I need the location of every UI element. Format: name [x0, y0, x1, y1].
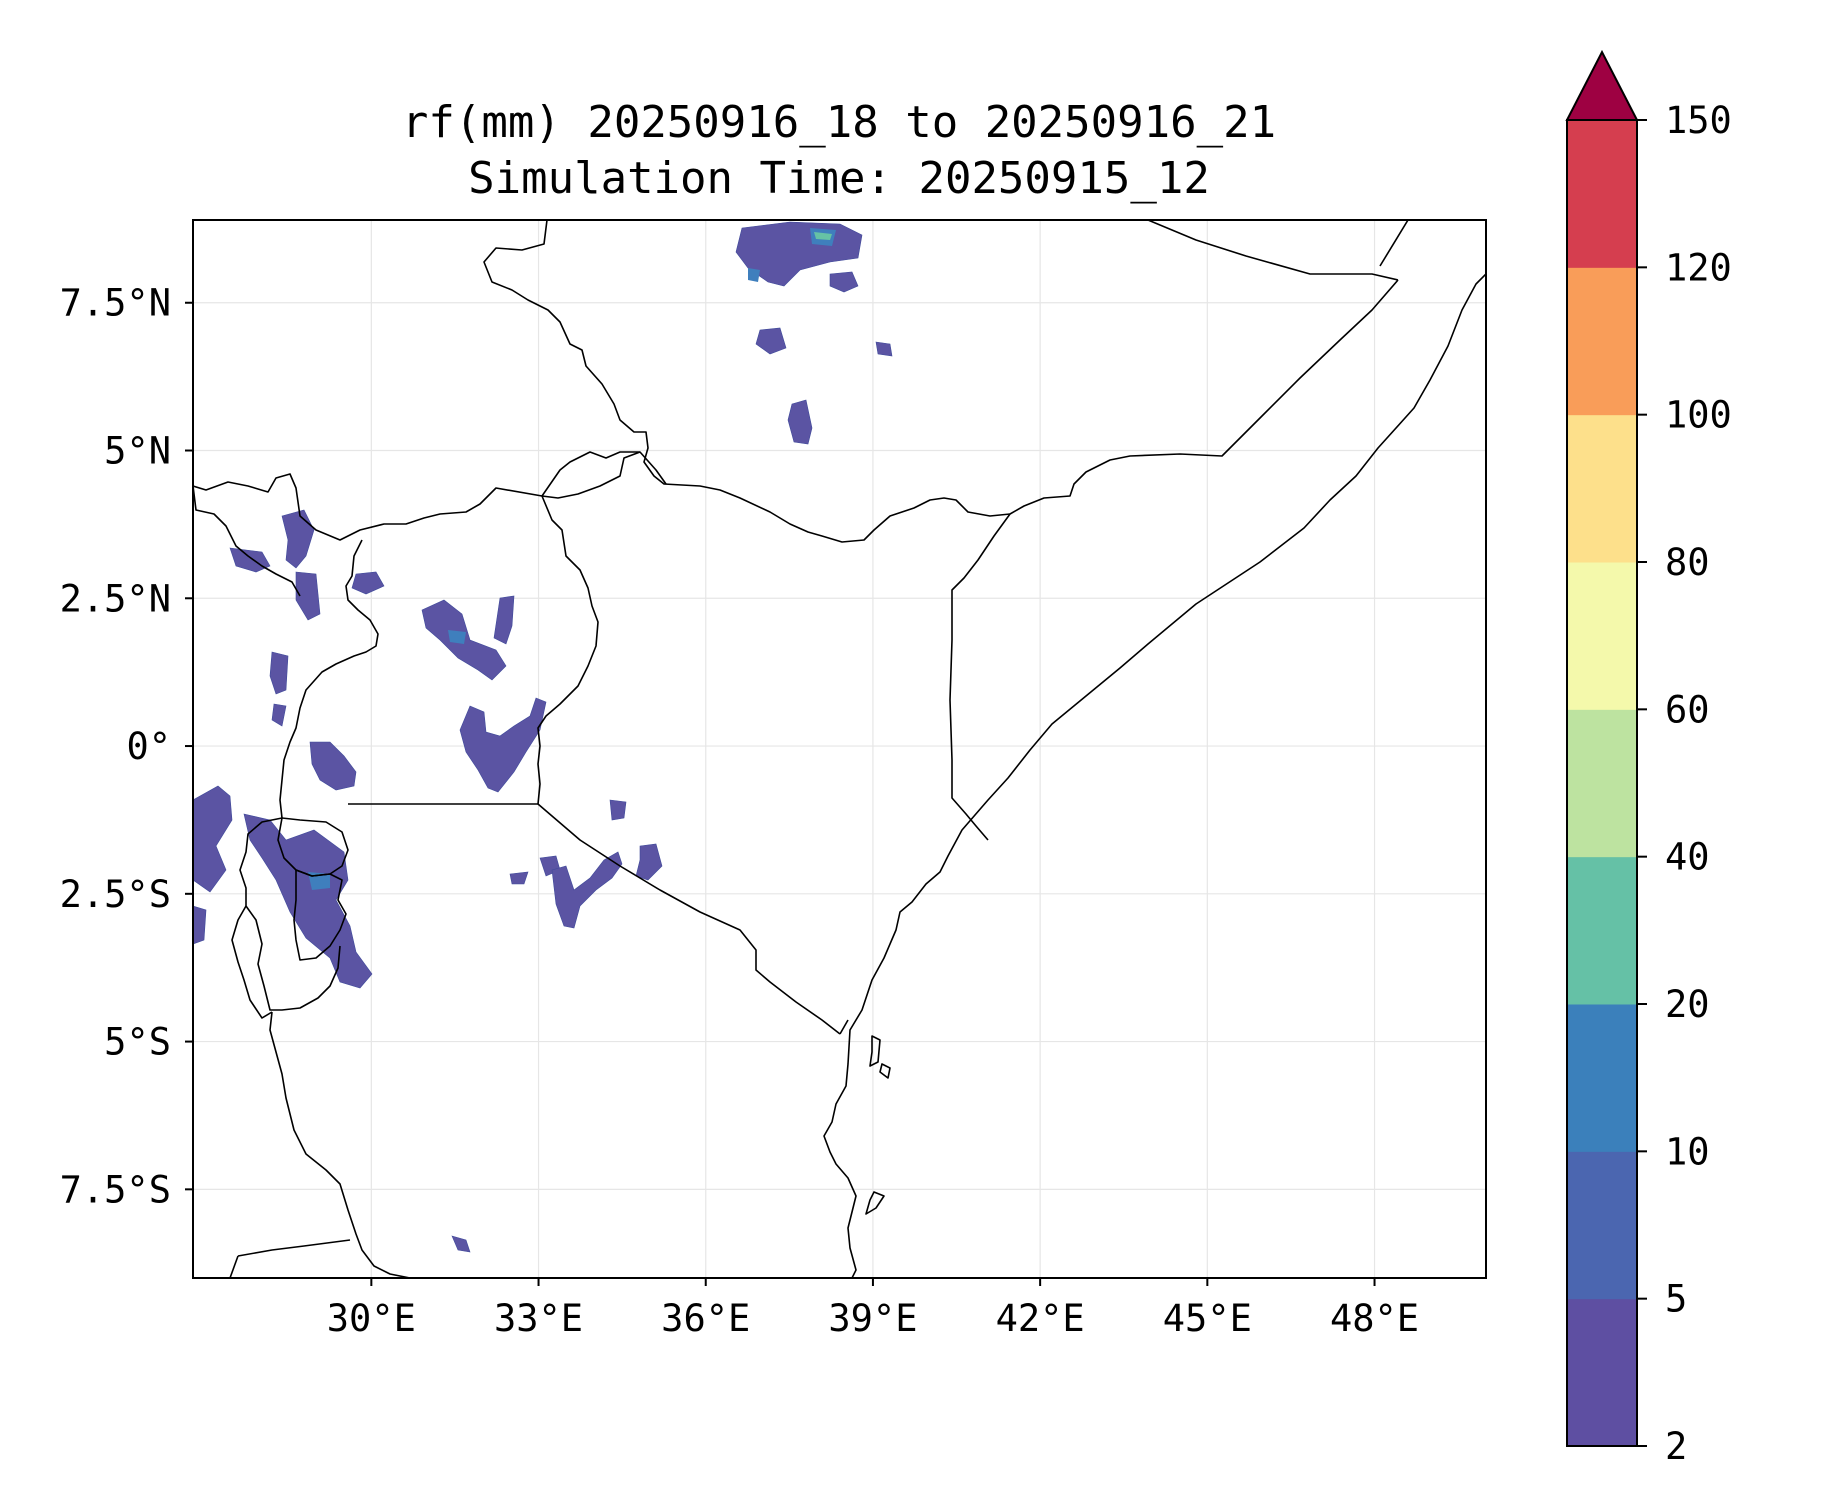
border-drc-tanzania — [239, 817, 341, 1011]
rain-patch-ssudan — [281, 509, 315, 569]
longitude-axis: 30°E 33°E 36°E 39°E 42°E 45°E 48°E — [327, 1278, 1419, 1340]
rain-patch-uganda-east — [493, 595, 515, 645]
lat-tick-label: 0° — [126, 725, 171, 768]
lat-tick-label: 7.5°S — [60, 1168, 171, 1211]
latitude-axis: 7.5°N 5°N 2.5°N 0° 2.5°S 5°S 7.5°S — [60, 282, 193, 1211]
rain-patch-ethiopia-south — [787, 399, 813, 445]
lat-tick-label: 5°S — [104, 1021, 171, 1064]
lat-tick-label: 7.5°N — [60, 282, 171, 325]
colorbar-bin — [1567, 709, 1637, 858]
border-ethiopia-somalia — [1009, 279, 1399, 515]
rain-patch-drc-west2 — [193, 905, 207, 945]
figure-subtitle: Simulation Time: 20250915_12 — [468, 153, 1210, 204]
rain-patch-ethiopia-dot — [875, 341, 893, 357]
colorbar-tick-label: 20 — [1665, 983, 1710, 1026]
island-zanzibar — [869, 1035, 881, 1067]
rain-patch-kenya-mid — [509, 871, 529, 885]
rain-patch-west-uganda — [309, 741, 357, 791]
colorbar-bin — [1567, 414, 1637, 563]
rain-patch-drc-north — [229, 547, 271, 573]
colorbar-bins — [1567, 120, 1637, 1447]
colorbar-bin — [1567, 562, 1637, 710]
border-burundi — [293, 869, 347, 961]
lon-tick-label: 36°E — [661, 1297, 750, 1340]
colorbar-bin — [1567, 856, 1637, 1005]
colorbar-bin — [1567, 120, 1637, 268]
colorbar-tick-label: 10 — [1665, 1130, 1710, 1173]
border-zambia-malawi — [237, 1239, 351, 1257]
island-pemba — [879, 1063, 891, 1079]
border-ethiopia-north — [483, 220, 1011, 543]
lon-tick-label: 48°E — [1330, 1297, 1419, 1340]
rain-patch-ethiopia-small — [755, 327, 787, 355]
border-south-sudan-drc — [193, 485, 301, 597]
rain-mid-uganda — [448, 630, 466, 644]
colorbar: 2 5 10 20 40 60 80 100 120 150 — [1565, 49, 1732, 1468]
border-kenya-somalia — [949, 513, 1011, 841]
rain-patch-drc-mid — [269, 651, 289, 695]
map-features — [193, 220, 1486, 1278]
colorbar-tick-label: 120 — [1665, 246, 1732, 289]
border-kenya-tanzania-coast — [839, 1019, 849, 1035]
rain-patch-rwanda-burundi — [243, 813, 373, 989]
map-panel: 30°E 33°E 36°E 39°E 42°E 45°E 48°E 7.5°N 5°N 2.5… — [60, 219, 1487, 1340]
colorbar-frame — [1566, 119, 1638, 1447]
rain-patch-kenya-sw — [551, 851, 623, 929]
colorbar-labels: 2 5 10 20 40 60 80 100 120 150 — [1637, 99, 1732, 1468]
colorbar-bin — [1567, 1004, 1637, 1152]
gridlines — [193, 220, 1486, 1278]
border-uganda-east — [537, 495, 599, 805]
colorbar-tick-label: 2 — [1665, 1425, 1687, 1468]
lon-tick-label: 45°E — [1163, 1297, 1252, 1340]
coastline-north-somalia — [1379, 220, 1409, 267]
borders — [193, 220, 1486, 1278]
lat-tick-label: 2.5°S — [60, 873, 171, 916]
colorbar-tick-label: 150 — [1665, 99, 1732, 142]
lon-tick-label: 39°E — [828, 1297, 917, 1340]
rain-patch-tanzania-south — [451, 1235, 471, 1253]
colorbar-tick-label: 80 — [1665, 541, 1710, 584]
rain-patch-ethiopia-east — [829, 271, 859, 293]
rain-patch-drc-west — [193, 785, 233, 893]
rain-patch-drc-mid2 — [271, 703, 287, 727]
colorbar-bin — [1567, 1151, 1637, 1300]
lon-tick-label: 30°E — [327, 1297, 416, 1340]
colorbar-tick-label: 40 — [1665, 836, 1710, 879]
lat-tick-label: 5°N — [104, 430, 171, 473]
colorbar-bin — [1567, 267, 1637, 416]
border-kenya-tanzania — [537, 803, 841, 1035]
border-kenya-ethiopia — [541, 451, 667, 497]
border-tanzania-mozambique — [229, 1255, 239, 1278]
rain-patch-uganda-nw — [351, 571, 385, 595]
border-rwanda — [277, 817, 349, 877]
lat-tick-label: 2.5°N — [60, 577, 171, 620]
colorbar-tick-label: 60 — [1665, 688, 1710, 731]
island-mafia — [865, 1191, 885, 1215]
border-uganda-drc — [279, 539, 379, 819]
rain-patch-kenya-central — [635, 843, 663, 881]
coastline — [823, 273, 1486, 1278]
colorbar-tick-label: 100 — [1665, 394, 1732, 437]
colorbar-extend-triangle — [1565, 49, 1639, 121]
lon-tick-label: 33°E — [494, 1297, 583, 1340]
rain-patch-lake-victoria — [459, 697, 547, 793]
rain-patch-drc-north2 — [295, 571, 321, 621]
rain-patch-kenya-east — [609, 799, 627, 821]
lon-tick-label: 42°E — [996, 1297, 1085, 1340]
border-tanzania-zambia — [269, 1011, 411, 1278]
rain-hi-eth — [814, 232, 832, 240]
border-somaliland — [1147, 220, 1399, 281]
rain-mid-eth2 — [748, 268, 760, 282]
border-south-sudan-uganda — [193, 473, 543, 541]
figure-title: rf(mm) 20250916_18 to 20250916_21 — [402, 97, 1276, 148]
border-south-sudan-kenya — [541, 451, 641, 499]
map-frame — [192, 219, 1487, 1279]
border-lake-tanganyika — [231, 905, 273, 1019]
rainfall-field — [193, 221, 893, 1253]
colorbar-bin — [1567, 1298, 1637, 1447]
colorbar-tick-label: 5 — [1665, 1278, 1687, 1321]
